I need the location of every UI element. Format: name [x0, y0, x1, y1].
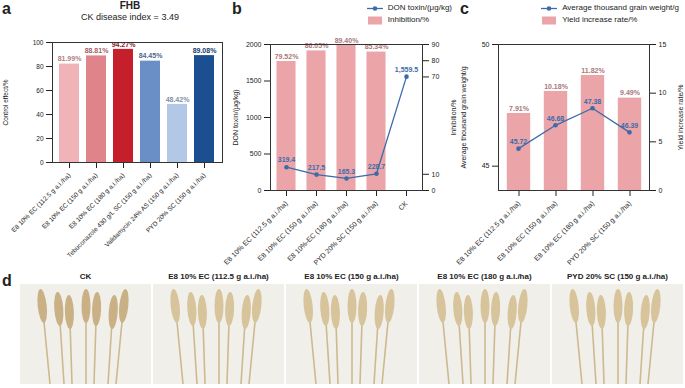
svg-text:86.05%: 86.05%: [305, 42, 330, 49]
svg-text:10: 10: [659, 89, 667, 96]
svg-text:Validamycin 24% AS (150 g a.i.: Validamycin 24% AS (150 g a.i./ha): [103, 171, 180, 249]
svg-text:165.3: 165.3: [338, 168, 356, 175]
svg-text:88.81%: 88.81%: [85, 47, 110, 54]
svg-text:CK: CK: [397, 199, 409, 211]
svg-text:E8 10% EC (180 g a.i./ha): E8 10% EC (180 g a.i./ha): [533, 200, 596, 263]
svg-text:PYD 20% SC (150 g a.i./ha): PYD 20% SC (150 g a.i./ha): [144, 172, 207, 235]
svg-text:1000: 1000: [246, 114, 262, 121]
svg-text:0: 0: [258, 187, 262, 194]
svg-text:E8 10% EC (112.5 g a.i./ha): E8 10% EC (112.5 g a.i./ha): [222, 199, 289, 266]
svg-text:5: 5: [659, 138, 663, 145]
svg-text:45: 45: [482, 162, 490, 169]
svg-text:1500: 1500: [246, 77, 262, 84]
svg-text:500: 500: [250, 150, 262, 157]
html-text:Yield increase rate/%: Yield increase rate/%: [562, 15, 638, 24]
svg-text:84.45%: 84.45%: [139, 52, 164, 59]
html-text:CK disease index = 3.49: CK disease index = 3.49: [81, 12, 179, 22]
svg-text:50: 50: [482, 41, 490, 48]
svg-text:Control effect/%: Control effect/%: [2, 79, 9, 125]
svg-text:0: 0: [432, 187, 436, 194]
svg-text:45.72: 45.72: [510, 138, 528, 145]
html-text:E8 10% EC (112.5 g a.i./ha): E8 10% EC (112.5 g a.i./ha): [168, 272, 269, 281]
svg-text:89.40%: 89.40%: [335, 37, 360, 44]
svg-text:E8 10% EC (150 g a.i./ha): E8 10% EC (150 g a.i./ha): [256, 200, 319, 263]
html-text:DON toxin/(μg/kg): DON toxin/(μg/kg): [387, 3, 452, 12]
svg-text:15: 15: [659, 41, 667, 48]
html-text:Inhibition/%: Inhibition/%: [387, 15, 430, 24]
svg-text:Yield increase rate/%: Yield increase rate/%: [677, 85, 684, 151]
svg-text:46.68: 46.68: [547, 115, 565, 122]
svg-text:100: 100: [33, 39, 44, 46]
html-text:E8 10% EC (150 g a.i./ha): E8 10% EC (150 g a.i./ha): [304, 272, 399, 281]
svg-text:90: 90: [432, 41, 440, 48]
svg-text:2000: 2000: [246, 41, 262, 48]
svg-text:Average thousand grain weight/: Average thousand grain weight/g: [460, 66, 468, 168]
svg-text:PYD 20% SC (150 g a.i./ha): PYD 20% SC (150 g a.i./ha): [312, 200, 379, 267]
svg-text:10.18%: 10.18%: [544, 83, 569, 90]
svg-text:40: 40: [36, 111, 44, 118]
svg-text:E8 10% EC (112.5 g a.i./ha): E8 10% EC (112.5 g a.i./ha): [455, 200, 522, 267]
html-text:d: d: [2, 272, 12, 289]
svg-text:85.34%: 85.34%: [364, 43, 389, 51]
svg-text:E8 10% EC (180 g a.i./ha): E8 10% EC (180 g a.i./ha): [67, 171, 126, 230]
svg-text:9.49%: 9.49%: [620, 89, 641, 96]
html-text:E8 10% EC (180 g a.i./ha): E8 10% EC (180 g a.i./ha): [437, 272, 532, 281]
svg-text:70: 70: [432, 73, 440, 80]
html-text:a: a: [2, 0, 11, 17]
svg-text:81.99%: 81.99%: [58, 55, 83, 62]
svg-text:217.5: 217.5: [308, 164, 326, 171]
html-text:CK: CK: [79, 272, 92, 281]
svg-text:E8 10% EC (150 g a.i./ha): E8 10% EC (150 g a.i./ha): [40, 171, 99, 230]
svg-text:46.39: 46.39: [621, 122, 639, 129]
html-text:FHB: FHB: [119, 0, 141, 11]
svg-text:E8 10%-EC (180 g a.i./ha): E8 10%-EC (180 g a.i./ha): [286, 200, 349, 263]
svg-text:60: 60: [36, 87, 44, 94]
html-text:c: c: [460, 0, 469, 17]
svg-text:89.08%: 89.08%: [193, 47, 218, 54]
svg-text:94.27%: 94.27%: [112, 41, 137, 48]
svg-text:1,559.5: 1,559.5: [395, 66, 418, 74]
svg-text:48.42%: 48.42%: [166, 96, 191, 103]
svg-text:E8 10% EC (150 g a.i./ha): E8 10% EC (150 g a.i./ha): [496, 200, 559, 263]
svg-text:319.4: 319.4: [278, 156, 296, 163]
svg-text:228.7: 228.7: [368, 163, 386, 170]
svg-text:E8 10% EC (112.5 g a.i./ha): E8 10% EC (112.5 g a.i./ha): [9, 171, 72, 234]
html-text:Average thousand grain weight/: Average thousand grain weight/g: [562, 3, 679, 12]
svg-text:DON toxin/(μg/kg): DON toxin/(μg/kg): [232, 89, 240, 145]
svg-text:47.38: 47.38: [584, 97, 602, 104]
svg-text:11.82%: 11.82%: [581, 67, 605, 74]
svg-text:PYD 20% SC (150 g a.i./ha): PYD 20% SC (150 g a.i./ha): [566, 200, 633, 267]
svg-text:80: 80: [432, 57, 440, 64]
svg-text:10: 10: [432, 171, 440, 178]
svg-text:7.91%: 7.91%: [509, 105, 530, 112]
html-text:b: b: [232, 0, 242, 17]
svg-text:Inhibition/%: Inhibition/%: [450, 99, 457, 135]
svg-text:Tebuconazole 430 g/L SC (150 g: Tebuconazole 430 g/L SC (150 g a.i./ha): [65, 171, 153, 259]
svg-text:20: 20: [36, 135, 44, 142]
svg-text:79.52%: 79.52%: [275, 53, 300, 60]
html-text:PYD 20% SC (150 g a.i./ha): PYD 20% SC (150 g a.i./ha): [567, 272, 668, 281]
svg-text:0: 0: [659, 187, 663, 194]
svg-text:80: 80: [36, 63, 44, 70]
svg-text:0: 0: [40, 159, 44, 166]
